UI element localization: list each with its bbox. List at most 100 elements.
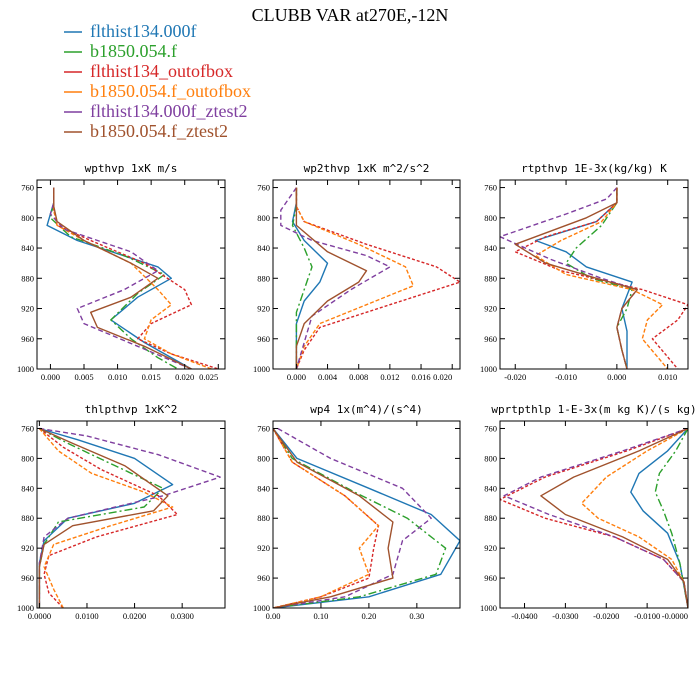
series-line <box>38 427 221 608</box>
y-tick-label: 920 <box>21 543 34 553</box>
y-tick-label: 920 <box>484 304 497 314</box>
y-tick-label: 960 <box>484 573 497 583</box>
panel-3: rtpthvp 1E-3x(kg/kg) K 760 800 840 880 920 960… <box>480 162 689 382</box>
x-tick-label: 0.020 <box>433 372 452 382</box>
y-tick-label: 920 <box>257 543 270 553</box>
y-tick-label: 960 <box>21 334 34 344</box>
y-tick-label: 880 <box>21 273 34 283</box>
x-tick-label: -0.0200 <box>593 611 619 621</box>
axis-frame <box>272 420 461 609</box>
y-tick-label: 880 <box>257 273 270 283</box>
y-tick-label: 1000 <box>17 364 34 374</box>
series-line <box>534 187 633 369</box>
series-line <box>291 187 329 369</box>
x-tick-label: 0.008 <box>349 372 368 382</box>
series-line <box>514 187 688 369</box>
series-line <box>273 428 380 608</box>
legend-item: flthist134_outofbox <box>64 61 233 81</box>
series-line <box>49 187 192 369</box>
panel-title: rtpthvp 1E-3x(kg/kg) K <box>521 162 667 175</box>
y-tick-label: 920 <box>257 304 270 314</box>
series-line <box>534 187 669 369</box>
x-tick-label: 0.0100 <box>75 611 98 621</box>
series-line <box>280 187 391 369</box>
y-tick-label: 880 <box>484 273 497 283</box>
y-tick-label: 880 <box>21 513 34 523</box>
y-tick-label: 1000 <box>480 364 497 374</box>
series-line <box>273 428 460 608</box>
series-line <box>500 187 638 369</box>
panel-1: wpthvp 1xK m/s 760 800 840 880 920 960 1000 0.00… <box>17 162 226 382</box>
panel-5: wp4 1x(m^4)/(s^4)76080084088092096010000… <box>253 403 461 621</box>
y-tick-label: 840 <box>21 243 34 253</box>
panel-title: wp2thvp 1xK m^2/s^2 <box>304 162 430 175</box>
series-line <box>53 187 192 369</box>
y-tick-label: 760 <box>257 183 270 193</box>
x-tick-label: 0.0000 <box>28 611 51 621</box>
y-tick-label: 800 <box>484 453 497 463</box>
panel-title: wp4 1x(m^4)/(s^4) <box>310 403 423 416</box>
x-tick-label: 0.012 <box>380 372 399 382</box>
y-tick-label: 800 <box>257 213 270 223</box>
y-tick-label: 760 <box>21 423 34 433</box>
y-tick-label: 840 <box>21 483 34 493</box>
series-line <box>581 427 688 608</box>
y-tick-label: 960 <box>257 334 270 344</box>
y-tick-label: 800 <box>21 213 34 223</box>
y-tick-label: 880 <box>257 513 270 523</box>
y-tick-label: 840 <box>484 483 497 493</box>
x-tick-label: 0.005 <box>74 372 93 382</box>
y-tick-label: 800 <box>21 453 34 463</box>
legend-label: flthist134_outofbox <box>90 61 233 81</box>
x-tick-label: -0.0400 <box>511 611 537 621</box>
series-line <box>503 427 688 608</box>
axis-frame <box>36 420 226 609</box>
x-tick-label: 0.015 <box>142 372 161 382</box>
x-tick-label: 0.20 <box>361 611 376 621</box>
series-line <box>295 187 414 369</box>
series-line <box>46 187 192 369</box>
y-tick-label: 840 <box>257 243 270 253</box>
legend-label: b1850.054.f_ztest2 <box>90 121 228 141</box>
x-tick-label: -0.0100 <box>634 611 660 621</box>
x-tick-label: 0.000 <box>287 372 306 382</box>
axis-frame <box>499 420 689 609</box>
legend-label: b1850.054.f_outofbox <box>90 81 251 101</box>
y-tick-label: 920 <box>484 543 497 553</box>
series-line <box>38 427 169 608</box>
x-tick-label: 0.025 <box>199 372 218 382</box>
y-tick-label: 880 <box>484 513 497 523</box>
x-tick-label: 0.016 <box>411 372 430 382</box>
series-line <box>273 428 447 608</box>
legend-item: b1850.054.f <box>64 41 177 61</box>
legend-label: flthist134.000f_ztest2 <box>90 101 247 121</box>
series-line <box>49 187 179 369</box>
series-line <box>38 427 179 608</box>
y-tick-label: 1000 <box>17 603 34 613</box>
series-line <box>500 427 688 608</box>
y-tick-label: 800 <box>257 453 270 463</box>
x-tick-label: 0.000 <box>41 372 60 382</box>
axis-frame <box>36 179 226 370</box>
y-tick-label: 800 <box>484 213 497 223</box>
y-tick-label: 960 <box>484 334 497 344</box>
axis-frame <box>499 179 689 370</box>
legend-item: b1850.054.f_outofbox <box>64 81 251 101</box>
x-tick-label: 0.0300 <box>170 611 193 621</box>
x-tick-label: -0.010 <box>555 372 577 382</box>
x-tick-label: 0.00 <box>266 611 281 621</box>
series-line <box>38 428 174 608</box>
legend-item: flthist134.000f <box>64 21 197 41</box>
series-line <box>540 427 688 608</box>
x-tick-label: 0.0200 <box>123 611 146 621</box>
legend-label: flthist134.000f <box>90 21 197 41</box>
series-line <box>295 187 368 369</box>
x-tick-label: -0.0000 <box>662 611 688 621</box>
y-tick-label: 760 <box>257 423 270 433</box>
y-tick-label: 760 <box>484 423 497 433</box>
figure-title: CLUBB VAR at270E,-12N <box>252 5 449 25</box>
x-tick-label: 0.000 <box>607 372 626 382</box>
series-line <box>273 428 394 608</box>
y-tick-label: 840 <box>484 243 497 253</box>
